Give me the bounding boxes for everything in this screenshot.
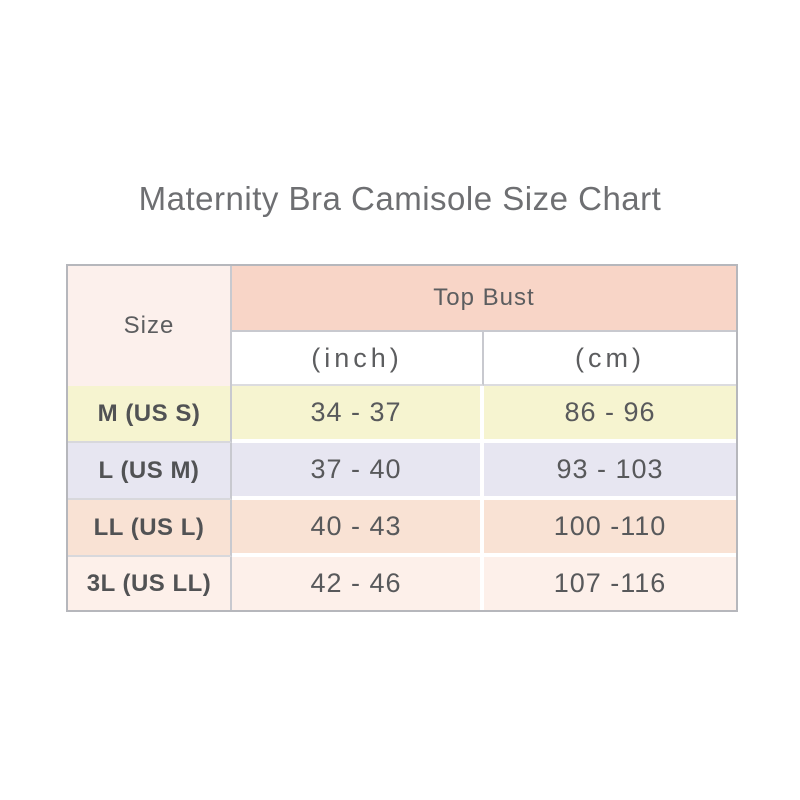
page-title: Maternity Bra Camisole Size Chart	[138, 180, 662, 217]
size-label: LL (US L)	[68, 500, 232, 557]
cm-value: 93 - 103	[484, 443, 736, 500]
table-row: 3L (US LL) 42 - 46 107 -116	[68, 557, 736, 610]
top-bust-group-header: Top Bust	[232, 266, 736, 332]
inch-value: 37 - 40	[232, 443, 484, 500]
inch-value: 34 - 37	[232, 386, 484, 443]
inch-value: 40 - 43	[232, 500, 484, 557]
size-label: L (US M)	[68, 443, 232, 500]
cm-unit-header: (cm)	[484, 332, 736, 386]
table-row: L (US M) 37 - 40 93 - 103	[68, 443, 736, 500]
table-header-group-row: Size Top Bust	[68, 266, 736, 386]
size-label: 3L (US LL)	[68, 557, 232, 610]
cm-value: 86 - 96	[484, 386, 736, 443]
size-column-header: Size	[68, 266, 232, 386]
cm-value: 100 -110	[484, 500, 736, 557]
size-chart-table: Size Top Bust (inch) (cm) M (US S) 34 - …	[66, 264, 738, 612]
cm-value: 107 -116	[553, 568, 667, 598]
inch-value: 42 - 46	[232, 557, 484, 610]
size-label: M (US S)	[68, 386, 232, 443]
inch-unit-header: (inch)	[232, 332, 484, 386]
table-header-unit-row: (inch) (cm)	[68, 332, 736, 386]
table-row: M (US S) 34 - 37 86 - 96	[68, 386, 736, 443]
table-row: LL (US L) 40 - 43 100 -110	[68, 500, 736, 557]
